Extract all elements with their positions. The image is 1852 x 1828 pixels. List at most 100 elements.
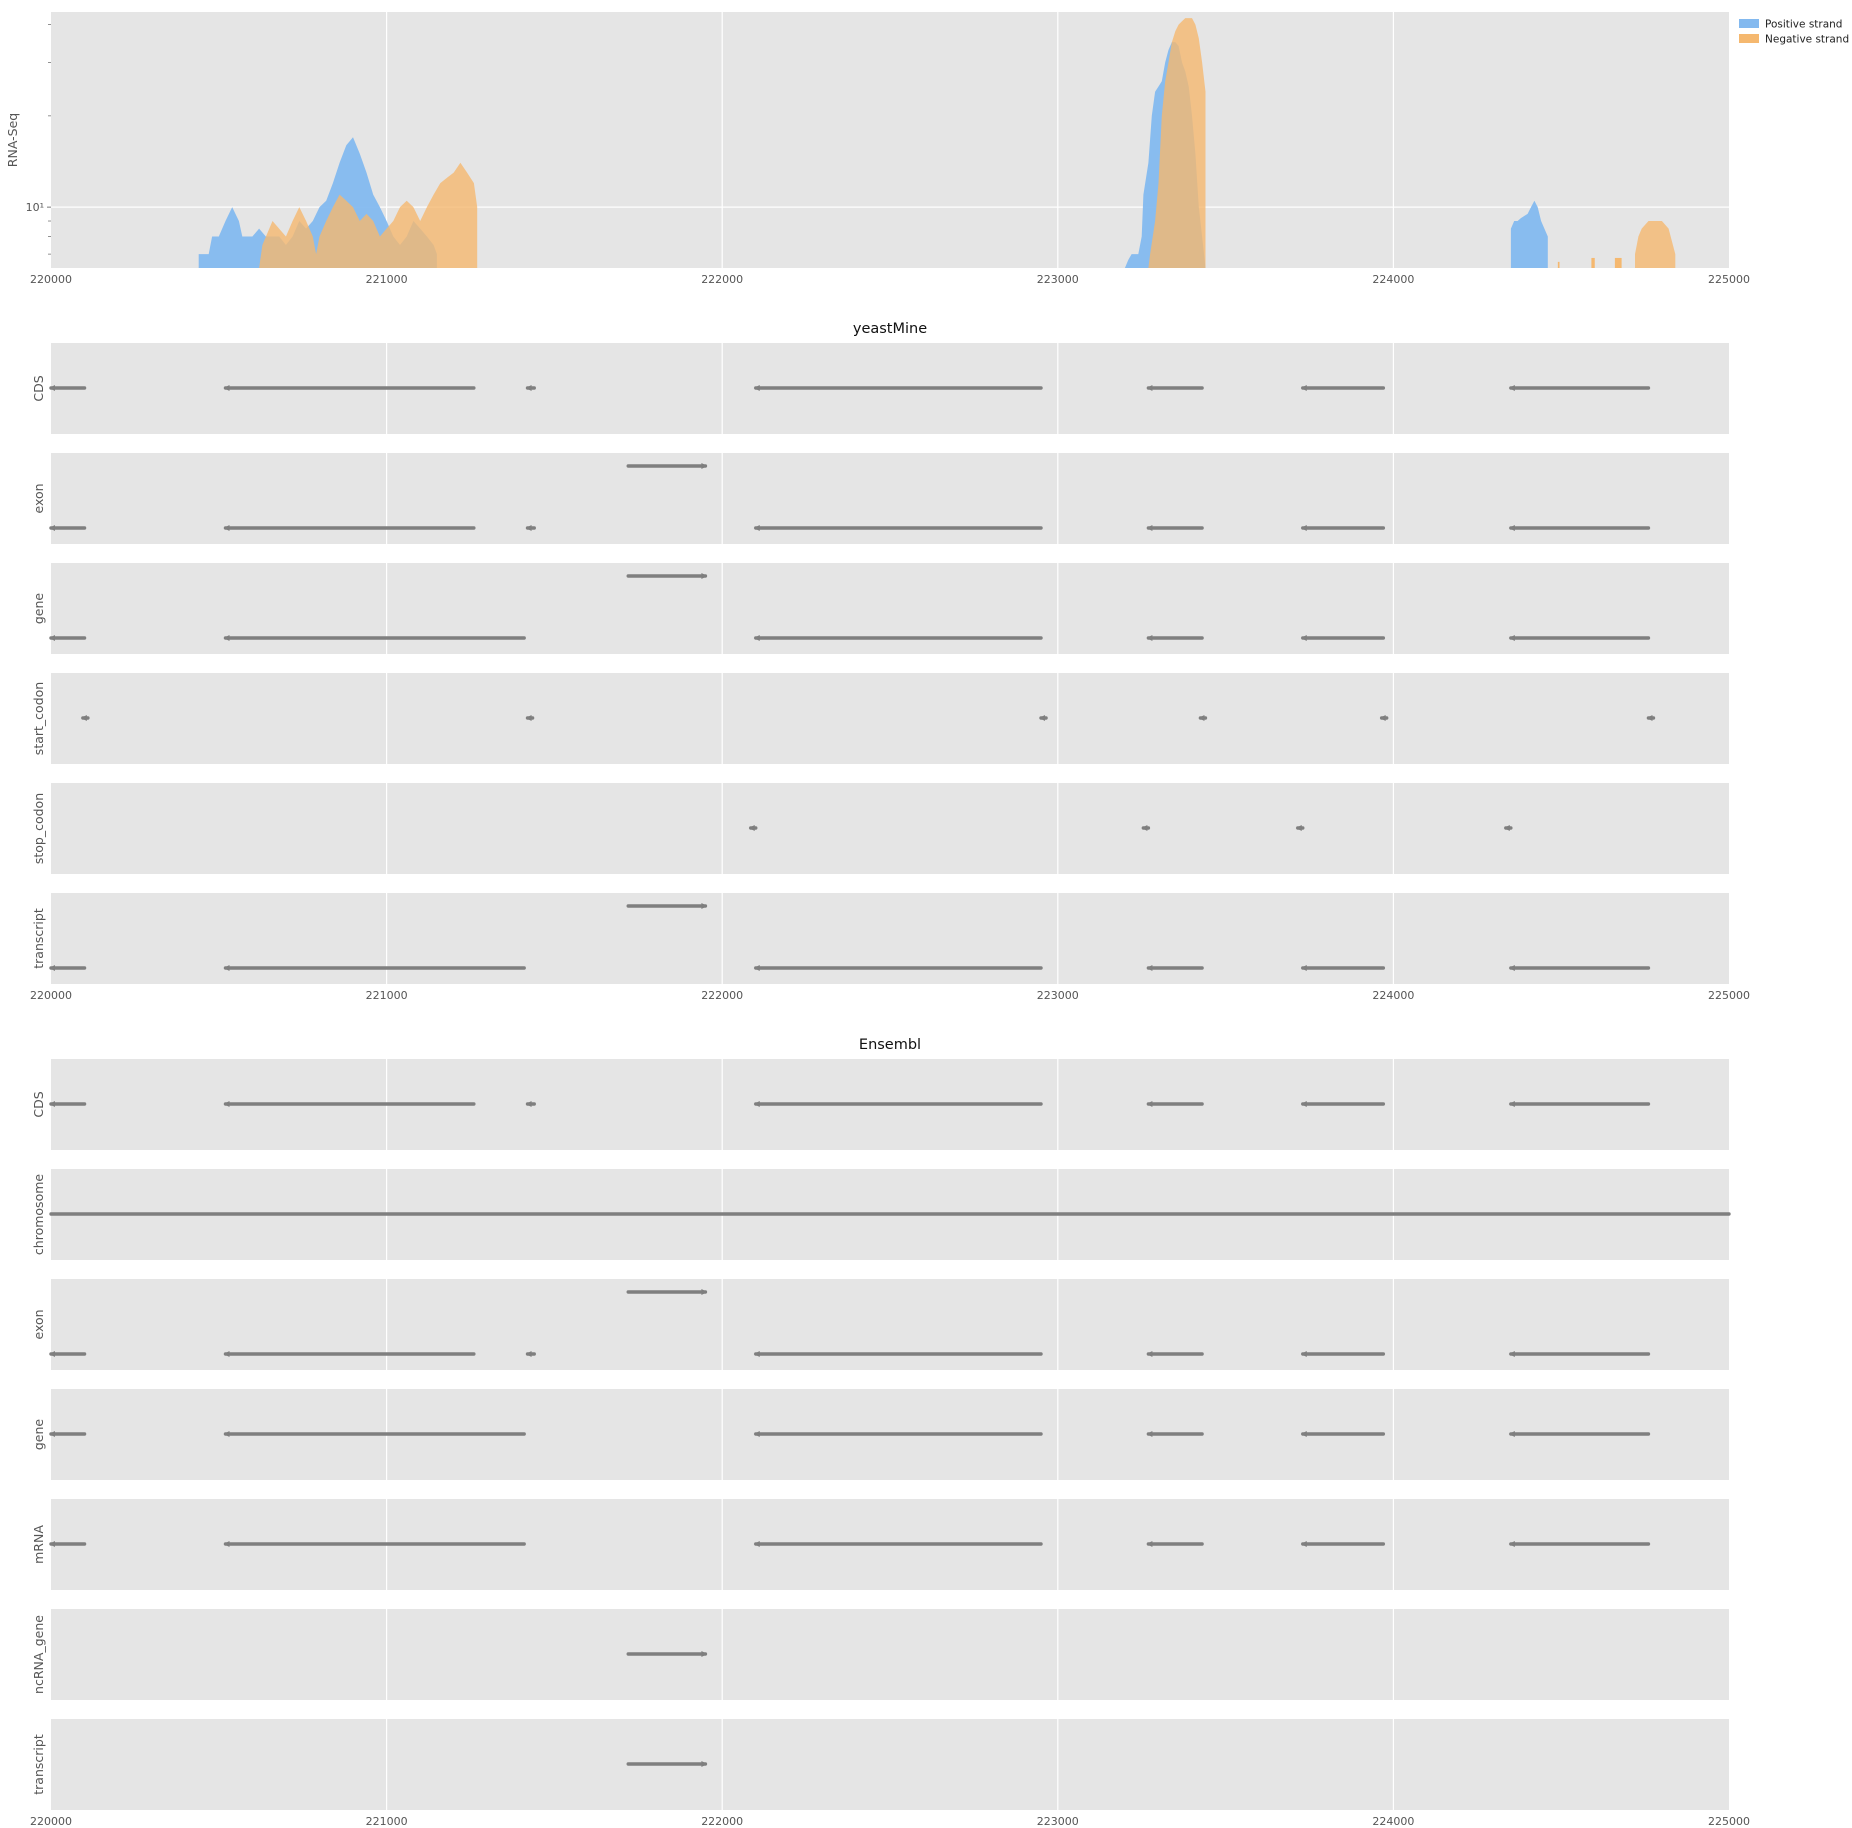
coverage-x-tick-label: 225000 xyxy=(1708,273,1750,286)
feature-strand-arrow xyxy=(1146,525,1153,531)
coverage-area-spike xyxy=(1557,261,1560,268)
ensembl-x-tick-label: 224000 xyxy=(1372,1815,1414,1828)
feature-strand-arrow xyxy=(525,1351,532,1357)
feature-strand-arrow xyxy=(1508,965,1515,971)
feature-strand-arrow xyxy=(1508,635,1515,641)
coverage-legend: Positive strand Negative strand xyxy=(1739,19,1849,46)
ensembl-panel: Ensembl CDS chromosome exon gene mRNA ncRNA_ge… xyxy=(30,1037,1750,1828)
track-stop-codon: stop_codon xyxy=(31,783,1729,874)
feature-strand-arrow xyxy=(1508,525,1515,531)
feature-strand-arrow xyxy=(748,825,755,831)
feature-strand-arrow xyxy=(1039,715,1046,721)
feature-strand-arrow xyxy=(223,1101,230,1107)
feature-strand-arrow xyxy=(1300,525,1307,531)
track-label: start_codon xyxy=(31,682,46,755)
legend-label-positive-strand: Positive strand xyxy=(1765,19,1842,31)
feature-strand-arrow xyxy=(1146,635,1153,641)
feature-strand-arrow xyxy=(223,1541,230,1547)
feature-strand-arrow xyxy=(223,635,230,641)
feature-strand-arrow xyxy=(701,903,708,909)
track-label: stop_codon xyxy=(31,793,46,864)
track-gene: gene xyxy=(31,1389,1729,1480)
feature-strand-arrow xyxy=(753,1541,760,1547)
track-exon: exon xyxy=(31,453,1729,544)
coverage-y-tick-label: 10¹ xyxy=(26,201,44,214)
ensembl-x-tick-label: 223000 xyxy=(1037,1815,1079,1828)
track-background xyxy=(51,893,1729,984)
track-background xyxy=(51,1279,1729,1370)
track-label: gene xyxy=(31,1419,46,1451)
track-start-codon: start_codon xyxy=(31,673,1729,764)
feature-strand-arrow xyxy=(1300,1541,1307,1547)
feature-strand-arrow xyxy=(753,385,760,391)
track-label: transcript xyxy=(31,1734,46,1795)
track-label: ncRNA_gene xyxy=(31,1615,46,1694)
track-label: CDS xyxy=(31,375,46,401)
feature-strand-arrow xyxy=(49,1541,55,1547)
track-background xyxy=(51,453,1729,544)
feature-strand-arrow xyxy=(49,385,55,391)
track-transcript: transcript xyxy=(31,1719,1729,1810)
coverage-chart: 10¹ RNA-Seq 220000 221000 222000 223000 224000… xyxy=(5,12,1849,286)
coverage-x-tick-label: 223000 xyxy=(1037,273,1079,286)
feature-strand-arrow xyxy=(223,385,230,391)
feature-strand-arrow xyxy=(49,635,55,641)
feature-strand-arrow xyxy=(49,1101,55,1107)
coverage-y-label: RNA-Seq xyxy=(5,113,20,167)
coverage-x-tick-label: 220000 xyxy=(30,273,72,286)
feature-strand-arrow xyxy=(701,1651,708,1657)
ensembl-x-tick-label: 225000 xyxy=(1708,1815,1750,1828)
feature-strand-arrow xyxy=(49,965,55,971)
feature-strand-arrow xyxy=(223,525,230,531)
track-mrna: mRNA xyxy=(31,1499,1729,1590)
feature-strand-arrow xyxy=(1146,385,1153,391)
feature-strand-arrow xyxy=(525,525,532,531)
feature-strand-arrow xyxy=(1295,825,1302,831)
feature-strand-arrow xyxy=(1146,1431,1153,1437)
track-transcript: transcript xyxy=(31,893,1729,984)
feature-strand-arrow xyxy=(1141,825,1148,831)
track-ncrna-gene: ncRNA_gene xyxy=(31,1609,1729,1700)
feature-strand-arrow xyxy=(1300,965,1307,971)
feature-strand-arrow xyxy=(49,1431,55,1437)
feature-strand-arrow xyxy=(753,635,760,641)
track-background xyxy=(51,673,1729,764)
feature-strand-arrow xyxy=(1508,1431,1515,1437)
ensembl-title: Ensembl xyxy=(859,1037,921,1053)
track-label: exon xyxy=(31,1309,46,1339)
track-chromosome: chromosome xyxy=(31,1169,1731,1260)
feature-strand-arrow xyxy=(753,1351,760,1357)
track-gene: gene xyxy=(31,563,1729,654)
coverage-area-spike xyxy=(1614,257,1622,268)
yeastmine-x-tick-label: 225000 xyxy=(1708,989,1750,1002)
feature-strand-arrow xyxy=(753,1101,760,1107)
track-label: gene xyxy=(31,593,46,625)
feature-strand-arrow xyxy=(1508,1351,1515,1357)
track-cds: CDS xyxy=(31,343,1729,434)
coverage-x-tick-label: 222000 xyxy=(701,273,743,286)
feature-strand-arrow xyxy=(1300,1351,1307,1357)
feature-strand-arrow xyxy=(223,1431,230,1437)
legend-swatch-positive-strand xyxy=(1739,19,1759,28)
feature-strand-arrow xyxy=(1646,715,1653,721)
yeastmine-x-tick-label: 222000 xyxy=(701,989,743,1002)
feature-strand-arrow xyxy=(753,1431,760,1437)
track-cds: CDS xyxy=(31,1059,1729,1150)
yeastmine-x-tick-label: 220000 xyxy=(30,989,72,1002)
track-exon: exon xyxy=(31,1279,1729,1370)
track-label: transcript xyxy=(31,908,46,969)
feature-strand-arrow xyxy=(1503,825,1510,831)
yeastmine-x-tick-label: 224000 xyxy=(1372,989,1414,1002)
feature-strand-arrow xyxy=(701,1761,708,1767)
feature-strand-arrow xyxy=(701,573,708,579)
legend-swatch-negative-strand xyxy=(1739,34,1759,43)
feature-strand-arrow xyxy=(1300,385,1307,391)
track-label: chromosome xyxy=(31,1174,46,1255)
ensembl-x-tick-label: 221000 xyxy=(366,1815,408,1828)
feature-strand-arrow xyxy=(49,1351,55,1357)
feature-strand-arrow xyxy=(525,715,532,721)
feature-strand-arrow xyxy=(701,1289,708,1295)
track-label: mRNA xyxy=(31,1525,46,1564)
feature-strand-arrow xyxy=(1146,1351,1153,1357)
